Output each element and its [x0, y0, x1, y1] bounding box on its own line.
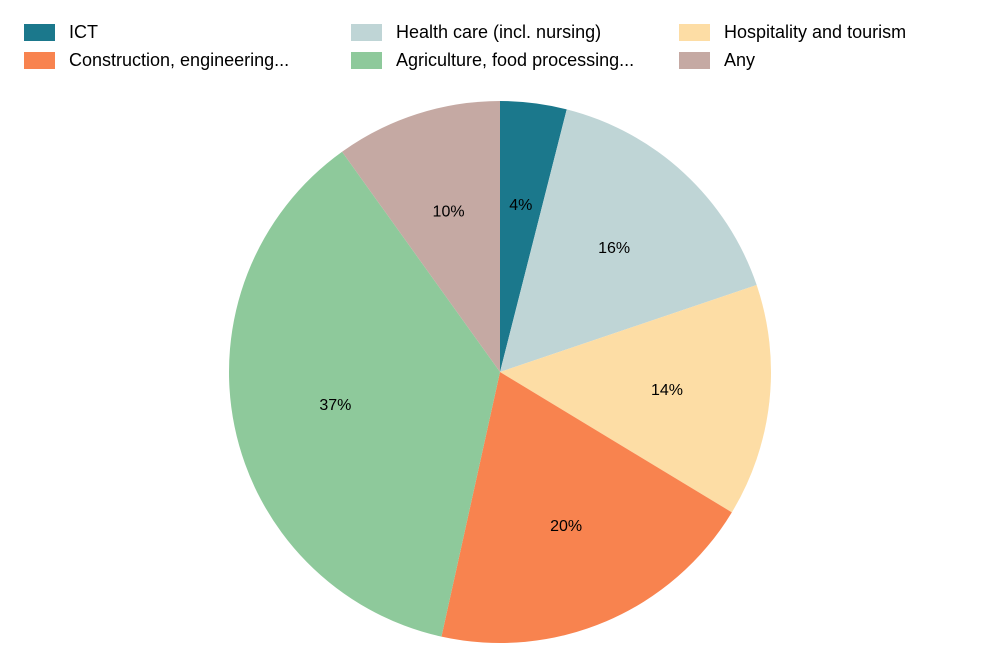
- legend-item-agriculture: Agriculture, food processing...: [351, 46, 634, 74]
- legend-label-agriculture: Agriculture, food processing...: [396, 49, 635, 70]
- slice-label-hospitality-and-tourism: 14%: [651, 382, 683, 399]
- legend-label-health-care: Health care (incl. nursing): [396, 21, 602, 42]
- legend-swatch-any: [679, 51, 710, 69]
- pie-slice-agriculture-food-processing: [229, 151, 500, 637]
- slice-label-agriculture-food-processing: 37%: [319, 397, 351, 414]
- legend-label-any: Any: [724, 49, 756, 70]
- legend-swatch-ict: [24, 23, 55, 41]
- legend-item-hospitality: Hospitality and tourism: [679, 18, 906, 46]
- legend-item-construction: Construction, engineering...: [24, 46, 289, 74]
- slice-label-ict: 4%: [509, 197, 532, 214]
- legend-swatch-agriculture: [351, 51, 382, 69]
- pie-slice-hospitality-and-tourism: [500, 285, 771, 513]
- pie-labels: 4% 16% 14% 20% 37% 10%: [319, 197, 683, 535]
- slice-label-any: 10%: [433, 204, 465, 221]
- legend-swatch-hospitality: [679, 23, 710, 41]
- pie-slice-health-care-incl-nursing: [500, 109, 757, 372]
- legend-swatch-health-care: [351, 23, 382, 41]
- legend-item-ict: ICT: [24, 18, 98, 46]
- pie-slice-ict: [500, 101, 567, 372]
- legend-label-construction: Construction, engineering...: [69, 49, 290, 70]
- legend-label-ict: ICT: [69, 21, 98, 42]
- slice-label-construction-engineering: 20%: [550, 518, 582, 535]
- legend-label-hospitality: Hospitality and tourism: [724, 21, 907, 42]
- legend: ICT Construction, engineering... Health …: [0, 0, 1000, 80]
- pie-slice-any: [342, 101, 500, 372]
- pie-slice-construction-engineering: [441, 372, 732, 643]
- slice-label-health-care-incl-nursing: 16%: [598, 240, 630, 257]
- legend-item-health-care: Health care (incl. nursing): [351, 18, 601, 46]
- legend-item-any: Any: [679, 46, 755, 74]
- legend-swatch-construction: [24, 51, 55, 69]
- pie-slices: [229, 101, 771, 643]
